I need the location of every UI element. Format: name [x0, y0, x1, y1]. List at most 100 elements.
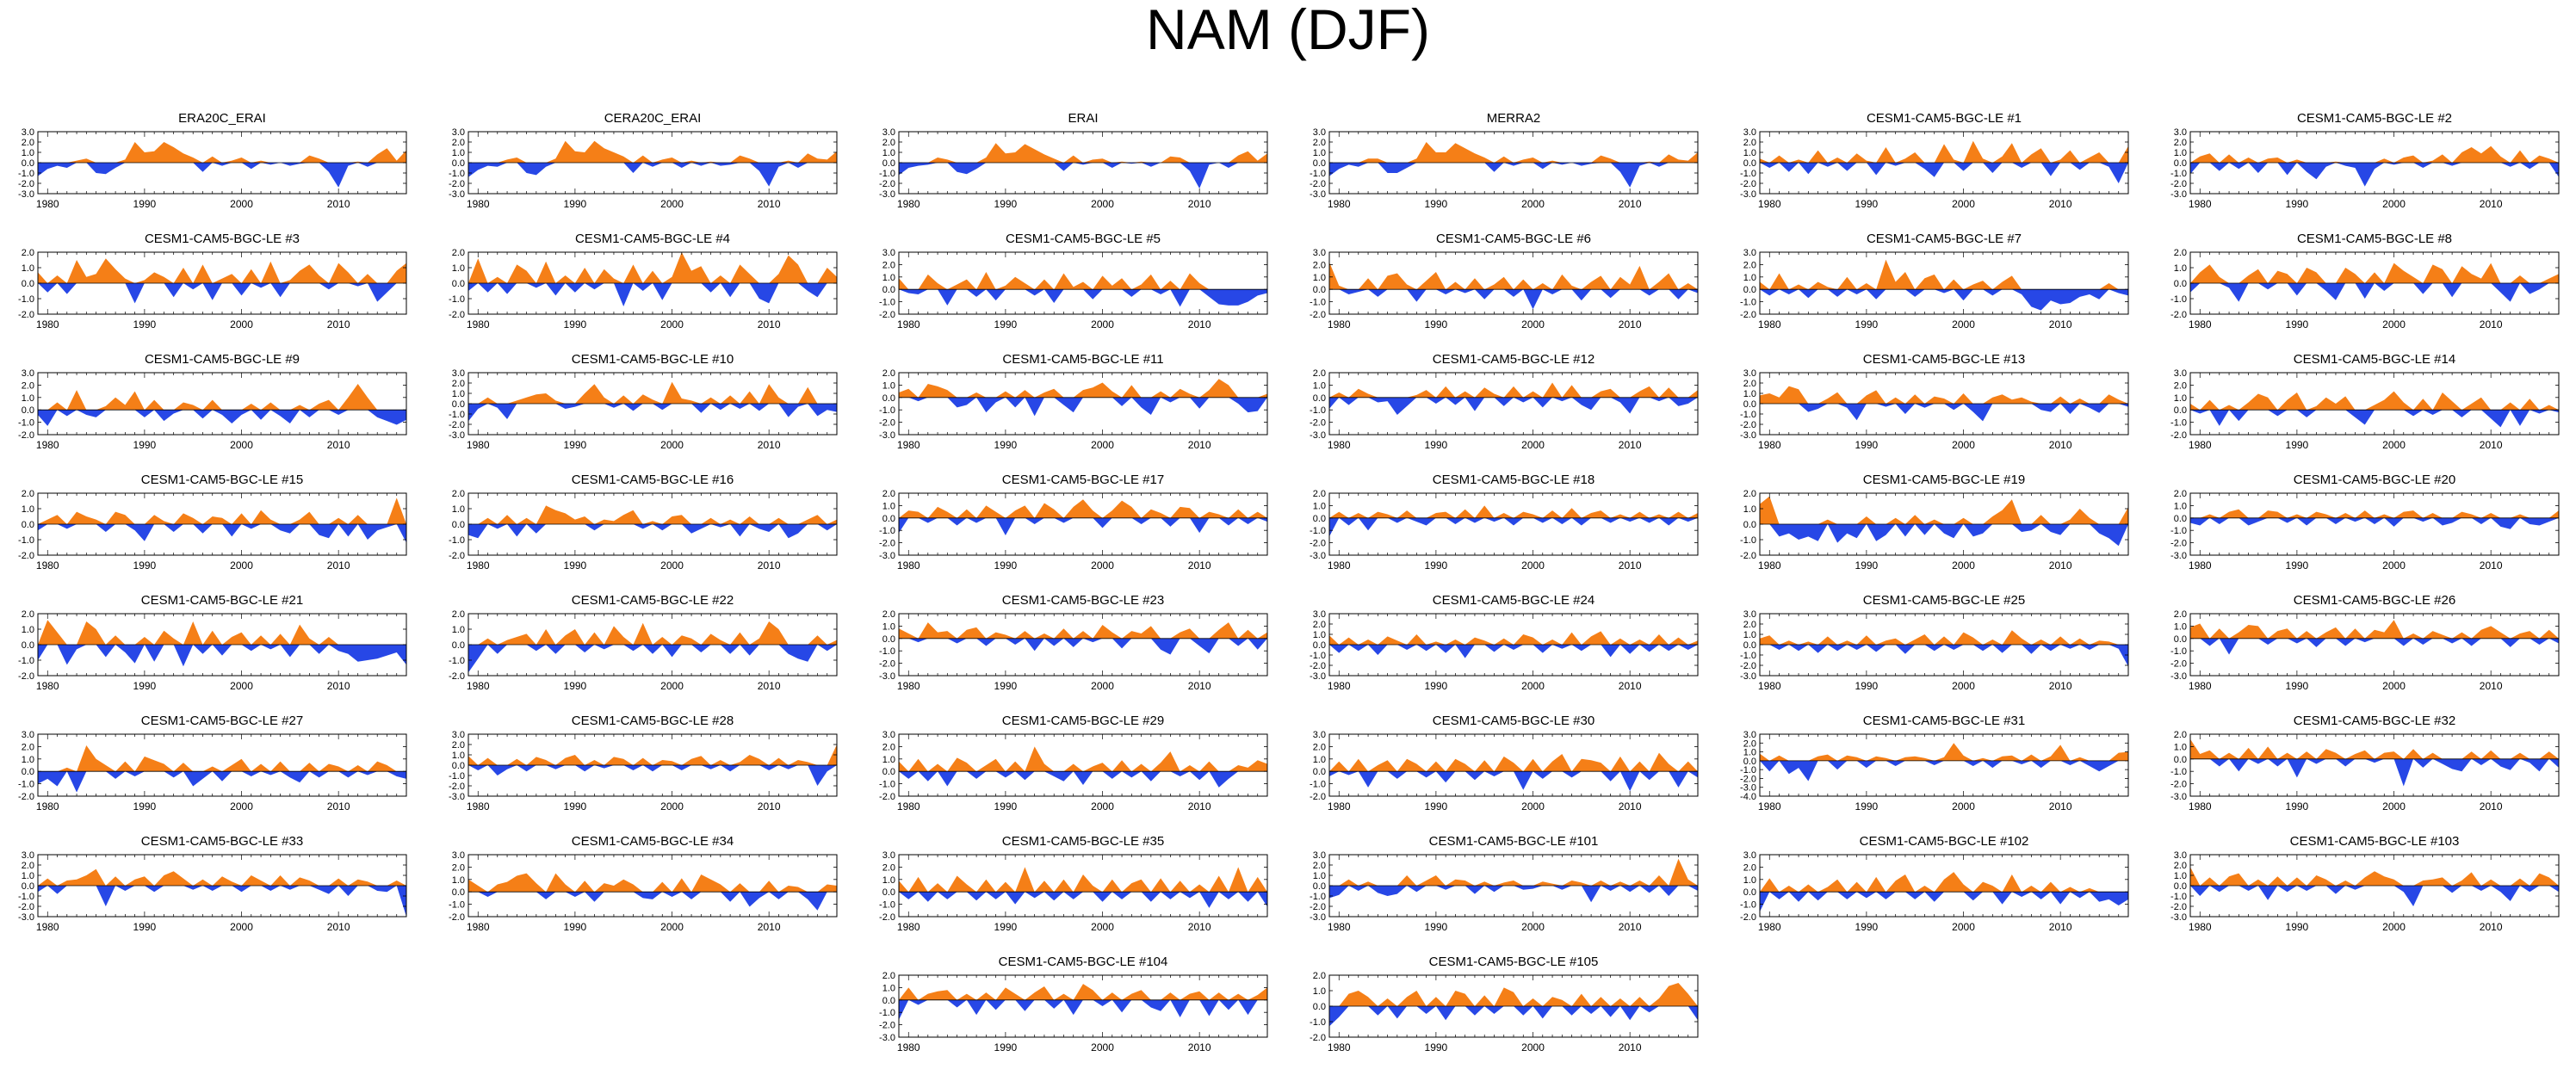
x-tick-label: 1990	[2286, 318, 2309, 331]
panel-title: CESM1-CAM5-BGC-LE #103	[2289, 834, 2460, 849]
x-tick-label: 1990	[133, 559, 157, 572]
y-tick-label: 3.0	[1313, 248, 1326, 258]
y-tick-label: 2.0	[452, 379, 465, 389]
y-tick-label: 1.0	[1743, 504, 1756, 515]
positive-area	[2190, 867, 2559, 886]
y-tick-label: 3.0	[1313, 850, 1326, 861]
y-tick-label: -2.0	[449, 671, 465, 682]
x-tick-label: 2010	[1188, 439, 1211, 451]
panel-cesm1-cam5-bgc-le-16: CESM1-CAM5-BGC-LE #16 2.0 1.0 0.0 -1.0 -2.0 19…	[432, 473, 852, 578]
y-tick-label: 2.0	[1743, 620, 1756, 630]
y-tick-label: 1.0	[22, 625, 34, 635]
positive-area	[2190, 620, 2559, 639]
y-tick-label: -1.0	[18, 169, 34, 179]
y-tick-label: 2.0	[2174, 489, 2187, 499]
y-tick-label: -3.0	[879, 189, 895, 200]
negative-area	[1760, 289, 2128, 311]
y-tick-label: 1.0	[22, 504, 34, 515]
y-tick-label: -2.0	[2170, 780, 2187, 790]
x-tick-label: 1990	[133, 680, 157, 692]
y-tick-label: 2.0	[1743, 260, 1756, 270]
y-tick-label: -1.0	[1310, 169, 1326, 179]
y-tick-label: 0.0	[1313, 767, 1326, 777]
y-tick-label: 1.0	[2174, 148, 2187, 158]
panel-title: CESM1-CAM5-BGC-LE #6	[1435, 232, 1592, 246]
x-tick-label: 1980	[1758, 680, 1781, 692]
panel-title: CESM1-CAM5-BGC-LE #17	[1001, 473, 1165, 487]
y-tick-label: -1.0	[1740, 169, 1756, 179]
y-tick-label: 1.0	[2174, 263, 2187, 274]
y-tick-label: 0.0	[452, 887, 465, 898]
negative-area	[468, 765, 837, 786]
x-tick-label: 1980	[36, 921, 59, 933]
y-tick-label: 2.0	[22, 380, 34, 391]
panel-cesm1-cam5-bgc-le-34: CESM1-CAM5-BGC-LE #34 3.0 2.0 1.0 0.0 -1.0 -2.…	[432, 834, 852, 939]
y-tick-label: 3.0	[22, 368, 34, 379]
y-tick-label: 2.0	[22, 861, 34, 871]
y-tick-label: 0.0	[1313, 514, 1326, 524]
positive-area	[38, 142, 406, 163]
x-tick-label: 1990	[994, 921, 1018, 933]
panel-cesm1-cam5-bgc-le-15: CESM1-CAM5-BGC-LE #15 2.0 1.0 0.0 -1.0 -2.0 19…	[2, 473, 422, 578]
negative-area	[1760, 892, 2128, 912]
y-tick-label: 2.0	[1313, 861, 1326, 871]
panel-cesm1-cam5-bgc-le-26: CESM1-CAM5-BGC-LE #26 2.0 1.0 0.0 -1.0 -2.0 -3…	[2154, 593, 2574, 698]
plot-frame	[2189, 372, 2560, 436]
y-tick-label: 1.0	[2174, 621, 2187, 632]
x-tick-label: 1980	[1758, 318, 1781, 331]
y-tick-label: 0.0	[1313, 285, 1326, 295]
panel-title: CESM1-CAM5-BGC-LE #16	[571, 473, 734, 487]
panel-title: CESM1-CAM5-BGC-LE #14	[2293, 352, 2456, 367]
y-tick-label: 1.0	[882, 501, 895, 511]
panel-cesm1-cam5-bgc-le-30: CESM1-CAM5-BGC-LE #30 3.0 2.0 1.0 0.0 -1.0 -2.…	[1293, 714, 1713, 819]
x-tick-label: 1990	[1425, 559, 1448, 572]
y-tick-label: -2.0	[18, 310, 34, 320]
positive-area	[1329, 142, 1698, 163]
panel-cesm1-cam5-bgc-le-105: CESM1-CAM5-BGC-LE #105 2.0 1.0 0.0 -1.0 -2.0 1…	[1293, 955, 1713, 1060]
y-tick-label: -2.0	[879, 792, 895, 802]
panel-title: CESM1-CAM5-BGC-LE #3	[144, 232, 300, 246]
panel-cesm1-cam5-bgc-le-7: CESM1-CAM5-BGC-LE #7 3.0 2.0 1.0 0.0 -1.0 -2.0…	[1724, 232, 2144, 337]
y-tick-label: -2.0	[2170, 179, 2187, 189]
panel-cesm1-cam5-bgc-le-35: CESM1-CAM5-BGC-LE #35 3.0 2.0 1.0 0.0 -1.0 -2.…	[863, 834, 1283, 939]
y-tick-label: -1.0	[18, 656, 34, 666]
x-tick-label: 2000	[230, 559, 253, 572]
x-tick-label: 1990	[994, 198, 1018, 210]
y-tick-label: -2.0	[1740, 774, 1756, 784]
negative-area	[2190, 163, 2559, 187]
x-tick-label: 1990	[564, 559, 587, 572]
y-tick-label: -3.0	[1310, 551, 1326, 561]
x-tick-label: 2010	[1619, 439, 1642, 451]
y-tick-label: -3.0	[449, 792, 465, 802]
x-tick-label: 1990	[133, 800, 157, 813]
y-tick-label: 0.0	[1313, 158, 1326, 169]
y-tick-label: 0.0	[2174, 158, 2187, 169]
panel-cesm1-cam5-bgc-le-2: CESM1-CAM5-BGC-LE #2 3.0 2.0 1.0 0.0 -1.0 -2.0…	[2154, 111, 2574, 216]
y-tick-label: 0.0	[1743, 887, 1756, 898]
y-tick-label: 2.0	[1313, 620, 1326, 630]
y-tick-label: -1.0	[1740, 410, 1756, 420]
positive-area	[2190, 391, 2559, 411]
x-tick-label: 1980	[36, 198, 59, 210]
x-tick-label: 1980	[1328, 921, 1351, 933]
y-tick-label: 1.0	[882, 621, 895, 632]
y-tick-label: 2.0	[452, 609, 465, 620]
y-tick-label: 3.0	[22, 127, 34, 138]
panel-title: CESM1-CAM5-BGC-LE #102	[1859, 834, 2029, 849]
y-tick-label: 0.0	[452, 279, 465, 289]
x-tick-label: 2000	[1091, 439, 1114, 451]
y-tick-label: 0.0	[882, 996, 895, 1006]
x-tick-label: 2000	[1521, 680, 1545, 692]
negative-area	[468, 163, 837, 187]
positive-area	[38, 745, 406, 772]
x-tick-label: 2010	[2480, 921, 2503, 933]
panel-cesm1-cam5-bgc-le-27: CESM1-CAM5-BGC-LE #27 3.0 2.0 1.0 0.0 -1.0 -2.…	[2, 714, 422, 819]
y-tick-label: 0.0	[882, 158, 895, 169]
x-tick-label: 2000	[660, 680, 684, 692]
